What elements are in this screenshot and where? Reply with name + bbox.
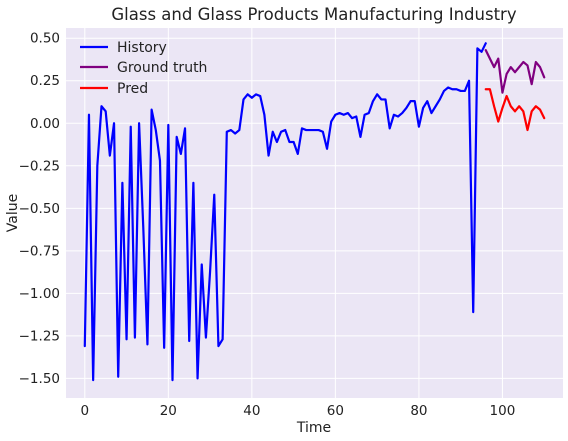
- y-axis-label: Value: [5, 194, 21, 232]
- x-axis-label: Time: [296, 420, 331, 436]
- x-axis-ticks: 0 20 40 60 80 100: [80, 403, 515, 419]
- y-tick-label: 0.50: [30, 31, 60, 47]
- x-tick-label: 20: [160, 403, 177, 419]
- y-tick-label: −0.75: [19, 243, 60, 259]
- y-tick-label: −1.50: [19, 371, 60, 387]
- series-line-ground-truth: [484, 49, 546, 94]
- legend: History Ground truth Pred: [80, 40, 207, 97]
- y-tick-label: 0.00: [30, 116, 60, 132]
- series-layer: [83, 42, 546, 382]
- x-tick-label: 100: [490, 403, 516, 419]
- y-tick-label: 0.25: [30, 73, 60, 89]
- y-axis-ticks: −1.50 −1.25 −1.00 −0.75 −0.50 −0.25 0.00 0.25 0.…: [19, 31, 60, 387]
- chart-title: Glass and Glass Products Manufacturing I…: [111, 5, 516, 24]
- x-tick-label: 40: [243, 403, 260, 419]
- legend-label-ground-truth: Ground truth: [117, 60, 207, 76]
- y-tick-label: −0.25: [19, 158, 60, 174]
- x-tick-label: 0: [80, 403, 89, 419]
- y-tick-label: −1.00: [19, 286, 60, 302]
- legend-label-pred: Pred: [117, 81, 148, 97]
- series-line-pred: [484, 88, 546, 132]
- series-line-history: [83, 42, 487, 382]
- y-tick-label: −1.25: [19, 328, 60, 344]
- x-tick-label: 60: [327, 403, 344, 419]
- x-tick-label: 80: [410, 403, 427, 419]
- y-tick-label: −0.50: [19, 201, 60, 217]
- legend-label-history: History: [117, 40, 167, 56]
